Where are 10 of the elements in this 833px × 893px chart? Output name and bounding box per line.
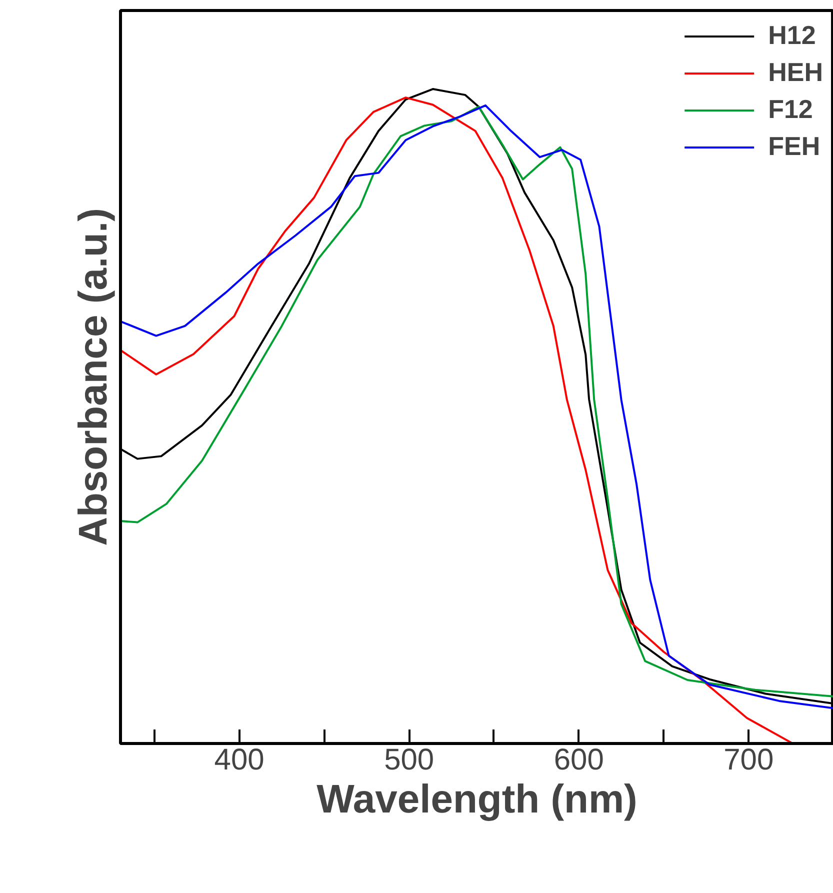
legend-label: H12 bbox=[768, 20, 816, 51]
x-axis-title: Wavelength (nm) bbox=[316, 778, 638, 822]
x-tick-label: 400 bbox=[214, 744, 264, 776]
legend-label: FEH bbox=[768, 131, 820, 162]
legend-label: HEH bbox=[768, 57, 823, 88]
legend-label: F12 bbox=[768, 94, 813, 125]
y-axis-title: Absorbance (a.u.) bbox=[72, 208, 116, 546]
x-tick-label: 700 bbox=[724, 744, 774, 776]
x-tick-label: 600 bbox=[554, 744, 604, 776]
x-tick-label: 500 bbox=[384, 744, 434, 776]
